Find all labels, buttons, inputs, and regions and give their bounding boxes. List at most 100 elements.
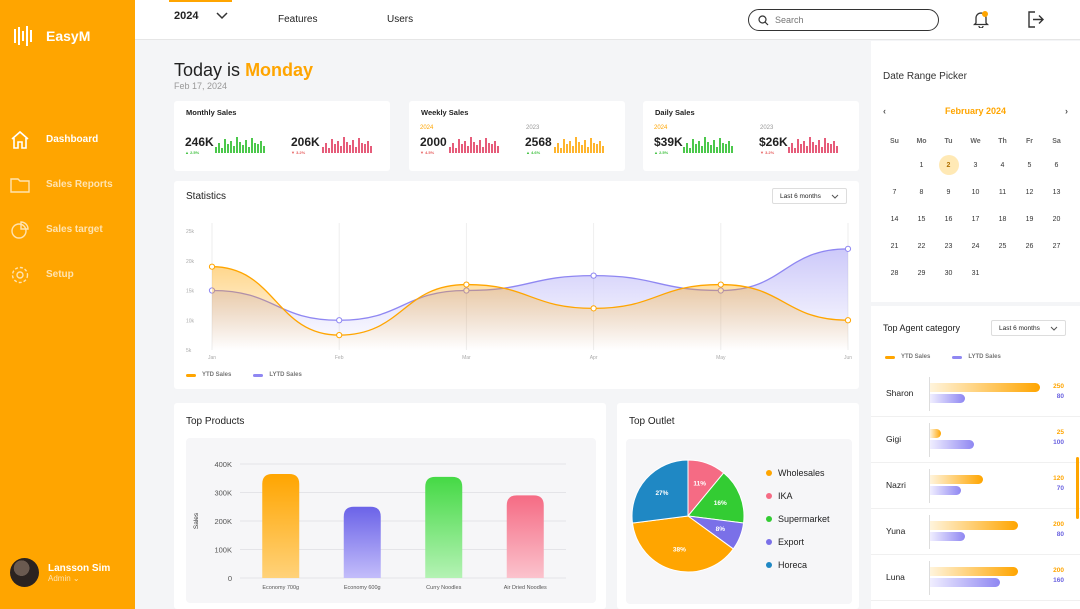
ytd-value: 25	[1056, 429, 1064, 436]
agent-row[interactable]: Gigi 25 100	[871, 417, 1080, 463]
mini-bar	[331, 139, 333, 153]
search-input[interactable]	[775, 15, 925, 25]
data-point[interactable]	[590, 305, 597, 312]
lytd-bar	[930, 532, 966, 541]
calendar-day[interactable]: 4	[1000, 161, 1005, 169]
data-point[interactable]	[208, 263, 216, 270]
calendar-day[interactable]: 30	[944, 269, 953, 277]
mini-bar	[722, 143, 724, 153]
active-tab-indicator	[169, 0, 232, 2]
chevron-down-icon	[831, 194, 839, 199]
calendar-day[interactable]: 9	[946, 188, 951, 196]
calendar-day[interactable]: 6	[1054, 161, 1059, 169]
bar[interactable]	[425, 476, 463, 578]
monthly-sales-card: Monthly Sales 246K ▲ 2.5% 206K ▼ 3.2%	[174, 101, 390, 171]
sidebar-item-sales-target[interactable]: Sales target	[10, 207, 135, 252]
mini-bar	[809, 137, 811, 153]
scrollbar[interactable]	[1076, 457, 1079, 519]
year-label: 2023	[760, 125, 774, 131]
calendar-day[interactable]: 2	[938, 155, 959, 175]
notification-button[interactable]	[972, 11, 990, 33]
sidebar-item-dashboard[interactable]: Dashboard	[10, 117, 135, 162]
calendar-day[interactable]: 1	[919, 161, 924, 169]
sidebar-item-sales-reports[interactable]: Sales Reports	[10, 162, 135, 207]
calendar-day[interactable]: 8	[919, 188, 924, 196]
calendar-day[interactable]: 7	[892, 188, 897, 196]
statistics-card: Statistics Last 6 months 25k 20k 15k 10k 5k J…	[174, 181, 859, 389]
nav-link-features[interactable]: Features	[278, 14, 318, 25]
calendar-day[interactable]: 16	[944, 215, 953, 223]
calendar-day[interactable]: 21	[890, 242, 899, 250]
weekday-label: Tu	[944, 137, 953, 145]
year-select[interactable]: 2024	[174, 10, 229, 22]
data-point[interactable]	[844, 245, 852, 252]
notification-dot	[982, 11, 988, 17]
nav-link-users[interactable]: Users	[387, 14, 414, 25]
data-point[interactable]	[717, 281, 724, 288]
calendar-day[interactable]: 15	[917, 215, 926, 223]
daily-sales-card: Daily Sales 2024 $39K ▲ 2.5% 2023 $26K ▼…	[643, 101, 859, 171]
user-role[interactable]: Admin ⌄	[48, 573, 80, 583]
pie-slice[interactable]	[631, 459, 689, 524]
mini-bar	[455, 148, 457, 153]
mini-bar	[458, 139, 460, 153]
agent-row[interactable]: Yuna 200 80	[871, 509, 1080, 555]
chevron-down-icon: ⌄	[72, 573, 80, 583]
pie-slice[interactable]	[631, 515, 735, 573]
mini-bar	[590, 138, 592, 153]
calendar-day[interactable]: 22	[917, 242, 926, 250]
calendar-day[interactable]: 24	[971, 242, 980, 250]
calendar-day[interactable]: 19	[1025, 215, 1034, 223]
logout-button[interactable]	[1027, 11, 1045, 33]
calendar-day[interactable]: 3	[973, 161, 978, 169]
mini-bar	[683, 147, 685, 153]
calendar-day[interactable]: 26	[1025, 242, 1034, 250]
calendar-day[interactable]: 13	[1052, 188, 1061, 196]
calendar-day[interactable]: 31	[971, 269, 980, 277]
data-point[interactable]	[590, 272, 597, 279]
calendar-day[interactable]: 27	[1052, 242, 1061, 250]
chevron-left-icon[interactable]: ‹	[883, 106, 886, 116]
range-dropdown[interactable]: Last 6 months	[772, 188, 847, 204]
data-point[interactable]	[336, 317, 343, 324]
calendar-day[interactable]: 5	[1027, 161, 1032, 169]
calendar-day[interactable]: 10	[971, 188, 980, 196]
bar[interactable]	[262, 473, 300, 578]
x-tick-label: Apr	[590, 355, 598, 361]
calendar-day[interactable]: 11	[998, 188, 1007, 196]
divider	[871, 302, 1080, 306]
calendar-day[interactable]: 17	[971, 215, 980, 223]
calendar-day[interactable]: 20	[1052, 215, 1061, 223]
legend-item: Horeca	[766, 553, 830, 576]
legend-label: Wholesales	[778, 467, 825, 478]
agent-row[interactable]: Nazri 120 70	[871, 463, 1080, 509]
app-logo[interactable]: EasyM	[14, 26, 90, 46]
agent-row[interactable]: Sharon 250 80	[871, 371, 1080, 417]
pie-slice[interactable]	[687, 472, 745, 524]
bar[interactable]	[506, 495, 544, 578]
calendar-day[interactable]: 14	[890, 215, 899, 223]
sidebar-item-setup[interactable]: Setup	[10, 252, 135, 297]
data-point[interactable]	[463, 281, 470, 288]
agent-name: Yuna	[886, 526, 906, 536]
search-box[interactable]	[748, 9, 939, 31]
right-panel: Date Range Picker ‹ February 2024 › Su Mo…	[871, 41, 1080, 609]
calendar-day[interactable]: 29	[917, 269, 926, 277]
chevron-right-icon[interactable]: ›	[1064, 106, 1068, 116]
x-tick-label: Economy 600g	[344, 585, 381, 591]
y-tick-label: 15k	[186, 289, 195, 295]
current-date: Feb 17, 2024	[174, 81, 228, 91]
calendar-day[interactable]: 18	[998, 215, 1007, 223]
data-point[interactable]	[336, 332, 343, 339]
data-point[interactable]	[844, 317, 852, 324]
calendar-day[interactable]: 12	[1025, 188, 1034, 196]
calendar-day[interactable]: 28	[890, 269, 899, 277]
agent-range-dropdown[interactable]: Last 6 months	[991, 320, 1066, 336]
user-name: Lansson Sim	[48, 562, 111, 574]
user-profile[interactable]: Lansson Sim Admin ⌄	[10, 558, 110, 587]
agent-row[interactable]: Luna 200 160	[871, 555, 1080, 601]
mini-bar	[569, 141, 571, 153]
bar[interactable]	[343, 506, 381, 578]
calendar-day[interactable]: 25	[998, 242, 1007, 250]
calendar-day[interactable]: 23	[944, 242, 953, 250]
